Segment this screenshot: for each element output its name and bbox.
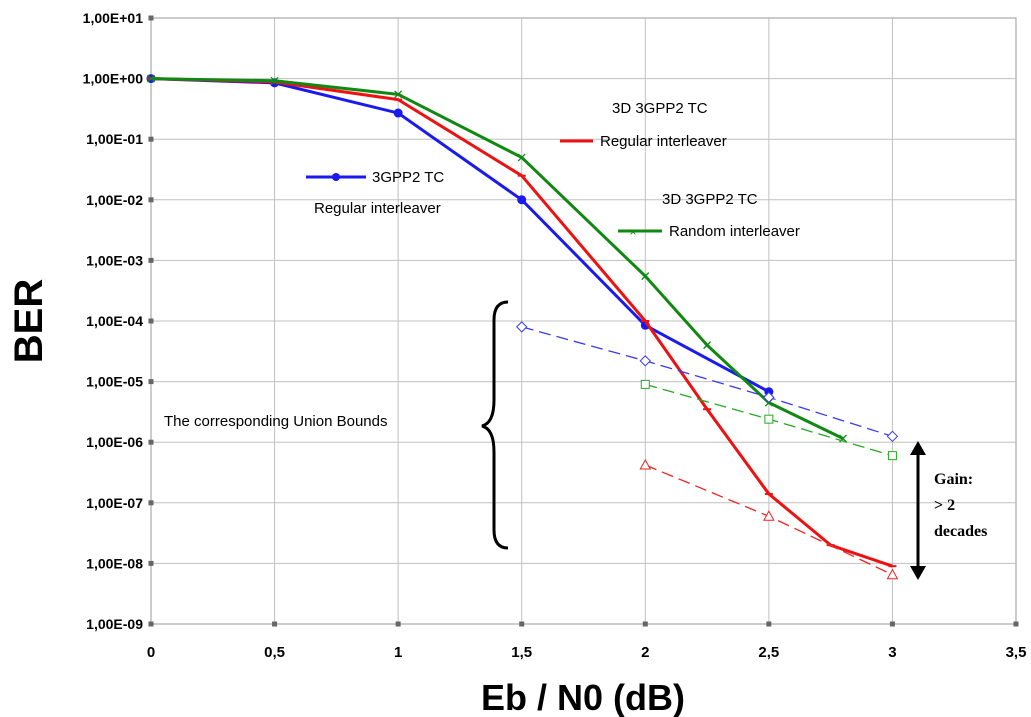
point-triangle [886,568,899,580]
x-tick-label: 0 [147,644,155,661]
point-diamond [516,321,528,333]
point-dot [393,108,403,118]
point-diamond [763,391,775,404]
x-tick-label: 2 [641,644,649,661]
y-tick-label: 1,00E-07 [86,495,143,511]
point-square [640,379,650,389]
legend-blue-marker [332,173,340,181]
series-line [150,77,844,440]
y-tick-label: 1,00E-05 [86,374,143,390]
x-tick-mark [1013,621,1019,627]
x-tick-mark [519,621,525,627]
y-tick-label: 1,00E-04 [86,313,143,329]
y-tick-label: 1,00E+00 [83,71,144,87]
x-tick-mark [642,621,648,627]
point-x [394,90,403,99]
point-square [887,451,897,461]
x-tick-label: 3,5 [1006,644,1027,661]
x-tick-label: 0,5 [264,644,285,661]
series-line [521,326,893,437]
x-axis-label: Eb / N0 (dB) [481,677,685,717]
point-dot [517,195,527,205]
gain-arrow-head-bottom [910,566,926,580]
y-tick-mark [148,379,154,385]
tick-labels: 0 0,5 1 1,5 2 2,5 3 3,5 1,00E-09 1,00E-08 1,00E-07… [83,10,1027,661]
x-tick-mark [889,621,895,627]
y-tick-mark [148,621,154,627]
gain-arrow-head-top [910,441,926,455]
y-tick-label: 1,00E-02 [86,192,143,208]
y-tick-mark [148,197,154,203]
union-bounds-brace [481,300,509,550]
point-x [517,153,526,162]
y-tick-mark [148,318,154,324]
point-triangle [639,459,652,470]
y-tick-mark [148,15,154,21]
series-4 [640,379,897,461]
annotation-green-title: 3D 3GPP2 TC [662,191,758,208]
y-tick-label: 1,00E-01 [86,131,143,147]
point-x [270,76,279,85]
annotation-gain-2: > 2 [934,497,955,514]
x-tick-label: 1 [394,644,402,661]
point-triangle [763,510,775,521]
annotation-red-title: 3D 3GPP2 TC [612,100,708,117]
x-tick-label: 3 [888,644,896,661]
series-5 [639,459,899,580]
series-3 [516,321,899,443]
y-tick-mark [148,500,154,506]
annotation-gain-3: decades [934,523,987,540]
grid [148,15,1019,627]
point-diamond [886,430,899,443]
y-tick-mark [148,136,154,142]
annotation-gain-1: Gain: [934,471,973,488]
y-tick-label: 1,00E-03 [86,252,143,268]
annotation-red-subtitle: Regular interleaver [600,133,727,150]
annotation-green-subtitle: Random interleaver [669,223,800,240]
y-tick-mark [148,257,154,263]
legend-green-marker: × [629,225,636,239]
point-diamond [639,355,651,367]
point-x [703,341,712,350]
annotation-blue-title: 3GPP2 TC [372,169,444,186]
x-tick-mark [395,621,401,627]
x-tick-mark [272,621,278,627]
annotation-union-bounds: The corresponding Union Bounds [164,413,387,430]
point-square [764,414,774,424]
x-tick-mark [766,621,772,627]
series-group [146,74,899,580]
y-tick-mark [148,439,154,445]
x-tick-label: 1,5 [511,644,532,661]
y-tick-label: 1,00E-08 [86,555,143,571]
point-x [641,272,650,281]
x-tick-label: 2,5 [758,644,779,661]
y-tick-label: 1,00E+01 [83,10,144,26]
y-tick-mark [148,560,154,566]
annotation-blue-subtitle: Regular interleaver [314,200,441,217]
point-x [147,74,155,83]
y-tick-label: 1,00E-06 [86,434,143,450]
y-tick-label: 1,00E-09 [86,616,143,632]
y-axis-label: BER [7,279,51,364]
